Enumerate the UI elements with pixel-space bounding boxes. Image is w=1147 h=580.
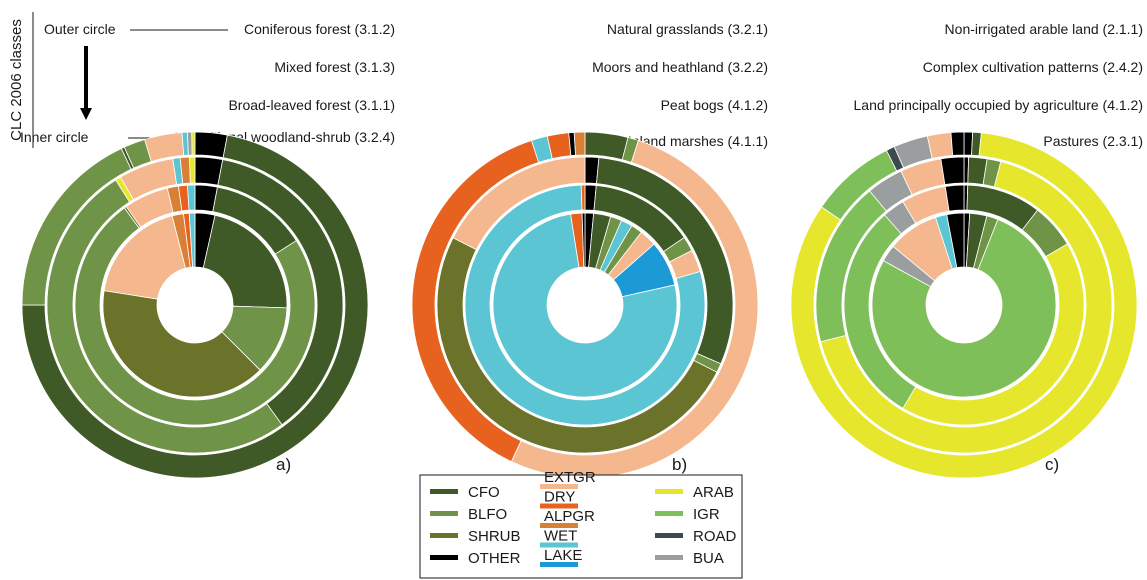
- ring-label: Coniferous forest (3.1.2): [244, 21, 395, 37]
- inner-circle-label: Inner circle: [20, 129, 89, 145]
- donut-slice-cfo: [21, 134, 369, 479]
- donut-slice-cfo: [584, 131, 629, 161]
- ring-label: Inland marshes (4.1.1): [628, 133, 768, 149]
- ring-label: Broad-leaved forest (3.1.1): [228, 97, 395, 113]
- legend-label-dry: DRY: [544, 489, 575, 506]
- legend-swatch-wet: [540, 542, 578, 548]
- donut-chart-c: [790, 131, 1138, 479]
- legend-label-arab: ARAB: [693, 484, 734, 501]
- donut-slice-arab: [189, 156, 196, 184]
- ring-label: Peat bogs (4.1.2): [661, 97, 768, 113]
- ring-label: Non-irrigated arable land (2.1.1): [945, 21, 1143, 37]
- donut-slice-dry: [580, 184, 586, 211]
- legend-label-cfo: CFO: [468, 484, 500, 501]
- donut-slice-blfo: [46, 179, 283, 454]
- donut-slice-extgr: [926, 132, 954, 159]
- donut-slice-extgr: [103, 215, 187, 300]
- panel-a-ring-labels: Coniferous forest (3.1.2) Mixed forest (…: [175, 21, 395, 145]
- ring-label: Pastures (2.3.1): [1043, 133, 1143, 149]
- legend-label-lake: LAKE: [544, 547, 582, 564]
- donut-slice-other: [946, 212, 965, 269]
- donut-slice-arab: [820, 161, 1113, 454]
- legend-box: [419, 474, 743, 579]
- legend-label-igr: IGR: [693, 506, 720, 523]
- legend-swatch-extgr: [540, 484, 578, 489]
- donut-slice-other: [944, 184, 965, 212]
- donut-chart-b: [411, 131, 759, 479]
- legend: CFO BLFO SHRUB OTHER EXTGR DRY ALPGR WET LAKE ARA…: [419, 469, 743, 579]
- ring-label: Land principally occupied by agriculture…: [854, 97, 1144, 113]
- donut-slice-cfo: [202, 214, 288, 309]
- legend-label-extgr: EXTGR: [544, 469, 596, 486]
- donut-slice-wet: [188, 212, 196, 268]
- legend-swatch-road: [655, 533, 683, 538]
- donut-slice-arab: [191, 131, 196, 156]
- legend-label-wet: WET: [544, 528, 577, 545]
- donut-slice-arab: [790, 132, 1138, 479]
- ring-label: Natural grasslands (3.2.1): [607, 21, 768, 37]
- legend-label-bua: BUA: [693, 550, 724, 567]
- donut-slice-other: [194, 131, 228, 159]
- legend-swatch-alpgr: [540, 523, 578, 528]
- panel-label-a: a): [276, 455, 291, 474]
- donut-slice-other: [950, 131, 965, 156]
- legend-swatch-arab: [655, 489, 683, 494]
- legend-label-other: OTHER: [468, 550, 521, 567]
- panel-label-c: c): [1045, 455, 1059, 474]
- legend-label-blfo: BLFO: [468, 506, 507, 523]
- legend-swatch-igr: [655, 511, 683, 516]
- donut-slice-other: [940, 156, 965, 185]
- donut-slice-other: [581, 212, 586, 268]
- legend-label-alpgr: ALPGR: [544, 508, 595, 525]
- donut-chart-a: [21, 131, 369, 479]
- donut-slice-shrub: [436, 237, 718, 454]
- donut-slice-extgr: [452, 156, 586, 251]
- vertical-title: CLC 2006 classes: [8, 19, 25, 141]
- donut-slice-extgr: [144, 132, 185, 162]
- ring-key: CLC 2006 classes Outer circle Inner circ…: [8, 12, 228, 148]
- donut-slice-igr: [871, 218, 1057, 398]
- outer-circle-label: Outer circle: [44, 21, 116, 37]
- legend-swatch-lake: [540, 562, 578, 567]
- legend-label-shrub: SHRUB: [468, 528, 521, 545]
- legend-swatch-dry: [540, 503, 578, 509]
- legend-swatch-cfo: [430, 489, 458, 494]
- ring-label: Moors and heathland (3.2.2): [592, 59, 768, 75]
- arrow-head: [80, 108, 92, 120]
- legend-swatch-blfo: [430, 511, 458, 516]
- legend-swatch-other: [430, 555, 458, 560]
- legend-label-road: ROAD: [693, 528, 737, 545]
- panel-label-b: b): [672, 455, 687, 474]
- legend-swatch-bua: [655, 555, 683, 560]
- panel-c-ring-labels: Non-irrigated arable land (2.1.1) Comple…: [854, 21, 1144, 149]
- donut-slice-blfo: [74, 207, 316, 426]
- ring-label: Mixed forest (3.1.3): [274, 59, 395, 75]
- donut-slice-wet: [492, 213, 678, 398]
- donut-slice-wet: [464, 184, 706, 426]
- donut-slice-alpgr: [573, 131, 586, 156]
- donut-slice-shrub: [102, 290, 261, 398]
- legend-swatch-shrub: [430, 533, 458, 538]
- donut-slice-wet: [187, 184, 196, 211]
- panel-b-ring-labels: Natural grasslands (3.2.1) Moors and hea…: [592, 21, 768, 149]
- ring-label: Complex cultivation patterns (2.4.2): [923, 59, 1143, 75]
